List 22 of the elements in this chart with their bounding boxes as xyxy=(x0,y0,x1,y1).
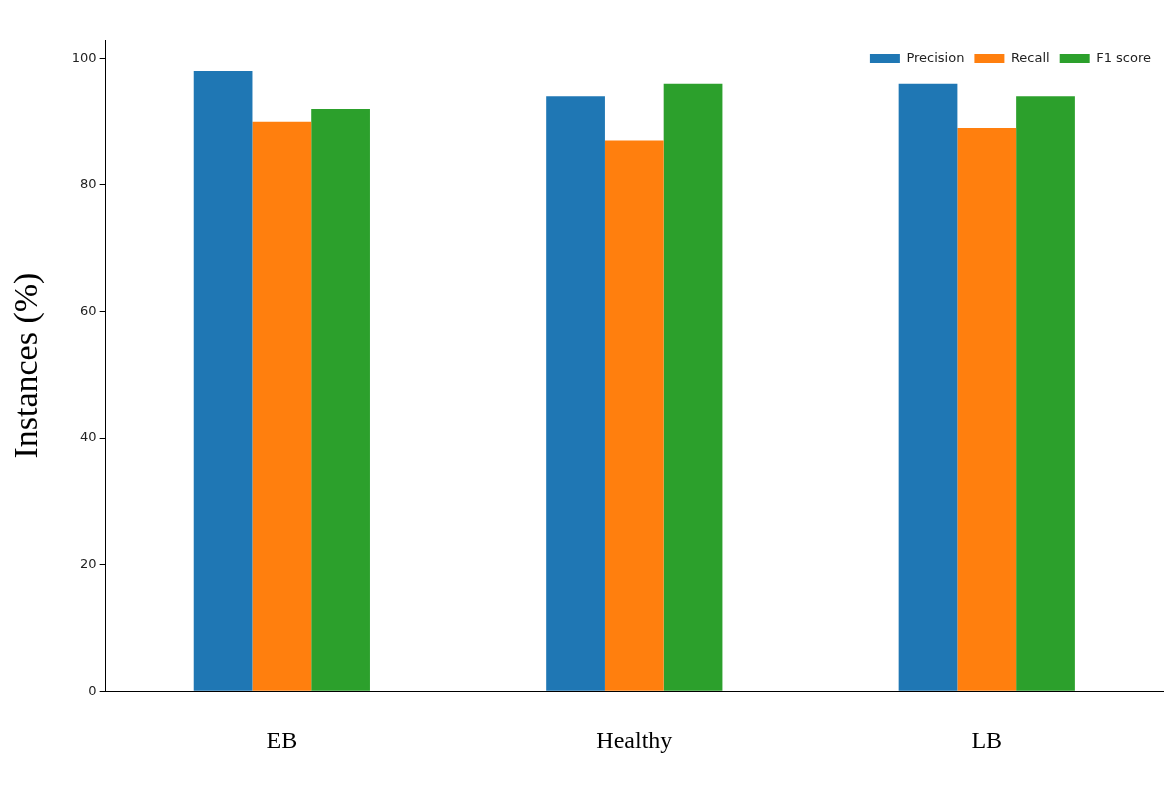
y-tick-label: 80 xyxy=(80,176,97,192)
x-tick-label: LB xyxy=(971,726,1003,753)
bar xyxy=(546,96,605,691)
bar xyxy=(604,140,664,691)
bar xyxy=(957,127,1017,691)
y-tick-label: 40 xyxy=(80,429,97,445)
bar xyxy=(1016,96,1075,691)
bar xyxy=(663,83,723,691)
y-tick-label: 60 xyxy=(80,302,97,318)
y-tick-label: 0 xyxy=(88,682,97,698)
bar xyxy=(193,71,253,691)
legend-label: F1 score xyxy=(1096,49,1151,65)
legend-label: Recall xyxy=(1010,49,1050,65)
legend-label: Precision xyxy=(906,49,965,65)
y-axis-title: Instances (%) xyxy=(7,272,46,459)
y-tick-label: 20 xyxy=(80,556,97,572)
bar xyxy=(311,108,370,691)
bar xyxy=(898,83,958,691)
x-tick-label: EB xyxy=(266,726,298,753)
x-tick-label: Healthy xyxy=(596,726,673,753)
y-tick-label: 100 xyxy=(71,49,97,65)
bar xyxy=(252,121,312,691)
